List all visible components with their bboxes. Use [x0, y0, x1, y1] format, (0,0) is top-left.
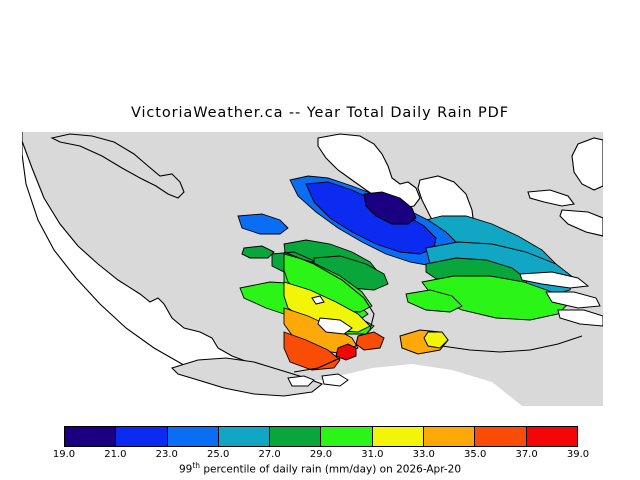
colorbar-segment-0[interactable]	[65, 427, 117, 446]
island-red-peak	[335, 343, 357, 361]
land-ne-island	[571, 137, 603, 191]
land-vancouver-island	[22, 132, 282, 385]
colorbar-tick-7: 33.0	[412, 449, 435, 460]
colorbar-caption: 99th percentile of daily rain (mm/day) o…	[0, 461, 640, 476]
island-green-small-a	[241, 245, 275, 259]
colorbar-segment-4[interactable]	[270, 427, 322, 446]
land-sliver-b	[559, 209, 603, 237]
colorbar-segment-6[interactable]	[372, 427, 425, 446]
land-sliver-a	[527, 189, 575, 207]
colorbar-tick-4: 27.0	[258, 449, 281, 460]
coastline-east-thread	[441, 335, 583, 353]
colorbar-segment-7[interactable]	[424, 427, 476, 446]
colorbar-segment-2[interactable]	[167, 427, 219, 446]
land-east-strip-c	[557, 309, 603, 327]
colorbar-tick-0: 19.0	[52, 449, 76, 460]
land-south-shore	[170, 357, 324, 397]
colorbar-segment-5[interactable]	[321, 427, 373, 446]
islet-south-a	[287, 375, 315, 387]
land-east-strip-a	[519, 271, 590, 289]
island-orange-small	[355, 331, 385, 351]
coastline-south-wedge	[283, 251, 375, 373]
land-nw-spit	[50, 133, 185, 199]
colorbar-tick-5: 29.0	[309, 449, 333, 460]
land-north-island-a	[317, 133, 421, 209]
caption-rest: percentile of daily rain (mm/day) on 202…	[200, 463, 462, 476]
map-svg	[22, 132, 603, 406]
land-wedge-gap-a	[317, 317, 353, 335]
page-title: VictoriaWeather.ca -- Year Total Daily R…	[130, 105, 509, 121]
colorbar-segment-8[interactable]	[475, 427, 527, 446]
region-blue-tongue	[237, 213, 289, 235]
colorbar-segment-3[interactable]	[218, 427, 271, 446]
colorbar[interactable]	[64, 426, 581, 450]
colorbar-tick-1: 21.0	[104, 449, 127, 460]
islet-south-b	[321, 373, 349, 387]
colorbar-segment-1[interactable]	[116, 427, 168, 446]
colorbar-tick-10: 39.0	[566, 449, 590, 460]
colorbar-tick-9: 37.0	[515, 449, 538, 460]
caption-superscript: th	[192, 461, 201, 470]
colorbar-tick-6: 31.0	[361, 449, 384, 460]
colorbar-segments[interactable]	[64, 426, 578, 447]
land-east-strip-b	[545, 291, 601, 309]
land-wedge-gap-b	[311, 295, 325, 305]
region-gulf-bright-d	[405, 289, 463, 313]
region-north-inlet-core	[363, 191, 417, 225]
colorbar-tick-3: 25.0	[207, 449, 230, 460]
colorbar-segment-9[interactable]	[526, 427, 577, 446]
map-canvas[interactable]	[22, 132, 603, 406]
colorbar-tick-2: 23.0	[155, 449, 178, 460]
region-victoria-southwest	[283, 331, 341, 371]
caption-prefix: 99	[178, 463, 193, 476]
colorbar-tick-8: 35.0	[464, 449, 487, 460]
island-yellow-tip	[423, 331, 449, 349]
